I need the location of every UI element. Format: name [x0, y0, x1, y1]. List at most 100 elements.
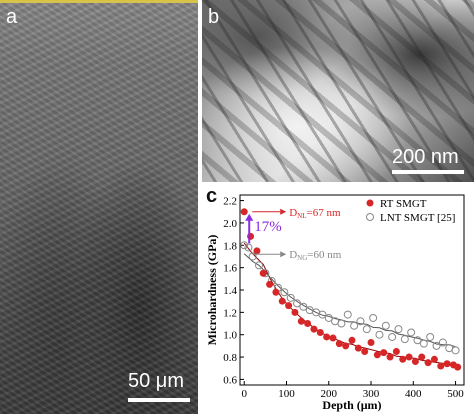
lnt-point [356, 317, 365, 326]
rt-point [386, 353, 394, 361]
rt-point [329, 334, 337, 342]
lnt-point [248, 252, 257, 261]
rt-point [405, 353, 413, 361]
lnt-point [451, 346, 460, 355]
y-tick-label: 2.2 [223, 196, 237, 208]
rt-point [266, 280, 274, 288]
lnt-point [407, 328, 416, 337]
dng-arrow-head [280, 251, 287, 258]
panel-b-label: b [208, 6, 220, 28]
rt-point [304, 320, 312, 328]
rt-point [430, 355, 438, 363]
y-tick-label: 1.2 [223, 307, 237, 319]
lnt-point [280, 288, 289, 297]
panel-a-scale-bar [128, 398, 190, 402]
panel-b-scale-bar [392, 170, 464, 174]
y-tick-label: 1.4 [223, 285, 237, 297]
lnt-point [388, 332, 397, 341]
legend-lnt-marker [366, 213, 374, 221]
hardness-chart-panel: c 0 100 200 300 400 500 0.6 0.8 1.0 1.2 1.4 1.6 1.8 2… [202, 185, 474, 414]
rt-point [443, 360, 451, 368]
lnt-point [400, 335, 409, 344]
legend-rt-marker [366, 199, 374, 207]
rt-point [272, 288, 280, 296]
x-tick-label: 200 [321, 388, 338, 400]
rt-point [411, 358, 419, 366]
lnt-point [362, 325, 371, 334]
rt-point [380, 349, 388, 357]
y-tick-label: 1.0 [223, 330, 237, 342]
x-axis-label: Depth (μm) [322, 398, 381, 412]
tem-micrograph-panel: b 200 nm [202, 0, 474, 182]
x-tick-label: 0 [241, 388, 247, 400]
dnl-label: DNL=67 nm [289, 207, 341, 220]
lnt-point [413, 336, 422, 345]
rt-point [259, 269, 267, 277]
dng-label: DNG=60 nm [289, 249, 342, 262]
rt-point [348, 336, 356, 344]
legend: RT SMGT LNT SMGT [25] [366, 198, 455, 224]
percent-arrow-head [245, 213, 254, 221]
lnt-point [394, 325, 403, 334]
y-axis-label: Microhardness (GPa) [205, 235, 219, 346]
lnt-point [244, 243, 253, 252]
rt-point [454, 363, 462, 371]
dnl-arrow-head [280, 208, 287, 215]
lnt-point [240, 241, 249, 250]
lnt-point [350, 321, 359, 330]
lnt-point [286, 293, 295, 302]
rt-point [367, 339, 375, 347]
y-tick-label: 1.8 [223, 240, 237, 252]
legend-lnt-label: LNT SMGT [25] [380, 212, 455, 224]
lnt-point [375, 330, 384, 339]
y-tick-label: 0.6 [223, 374, 237, 386]
lnt-point [255, 261, 264, 270]
x-tick-label: 400 [405, 388, 422, 400]
rt-point [291, 308, 299, 316]
rt-point [316, 328, 324, 336]
rt-point [285, 302, 293, 310]
fit-curve-lnt [243, 253, 456, 348]
rt-point [354, 344, 362, 352]
lnt-point [299, 302, 308, 311]
rt-point [399, 355, 407, 363]
rt-point [424, 359, 432, 367]
annotations: 17% DNL=67 nm DNG=60 nm [245, 207, 342, 262]
sem-micrograph-panel: a 50 μm [0, 0, 198, 414]
panel-a-top-edge [0, 0, 198, 3]
rt-point [323, 333, 331, 341]
lnt-point [438, 338, 447, 347]
rt-point [335, 340, 343, 348]
y-tick-label: 1.6 [223, 263, 237, 275]
rt-point [361, 347, 369, 355]
rt-point [240, 208, 248, 216]
rt-point [392, 347, 400, 355]
x-tick-label: 500 [447, 388, 464, 400]
lnt-point [381, 321, 390, 330]
lnt-point [343, 310, 352, 319]
axis-ticks: 0 100 200 300 400 500 0.6 0.8 1.0 1.2 1.4 1.6 1.8 2.0… [223, 196, 464, 400]
lnt-point [369, 313, 378, 322]
panel-a-scale-label: 50 μm [128, 370, 184, 392]
rt-point [247, 232, 255, 240]
percent-label: 17% [254, 219, 282, 235]
lnt-point [432, 341, 441, 350]
rt-point [253, 247, 261, 255]
y-tick-label: 2.0 [223, 218, 237, 230]
x-tick-label: 100 [278, 388, 295, 400]
fit-curve-rt [243, 242, 458, 366]
panel-a-label: a [6, 6, 18, 28]
rt-point [373, 351, 381, 359]
hardness-chart: 0 100 200 300 400 500 0.6 0.8 1.0 1.2 1.4 1.6 1.8 2.0… [205, 194, 465, 412]
lnt-point [318, 310, 327, 319]
rt-point [310, 325, 318, 333]
rt-point [297, 317, 305, 325]
lnt-point [293, 299, 302, 308]
lnt-point [426, 332, 435, 341]
rt-point [437, 362, 445, 370]
rt-point [418, 353, 426, 361]
panel-c-label: c [206, 185, 218, 207]
panel-b-scale-label: 200 nm [392, 146, 459, 168]
lnt-point [419, 339, 428, 348]
lnt-point [324, 313, 333, 322]
